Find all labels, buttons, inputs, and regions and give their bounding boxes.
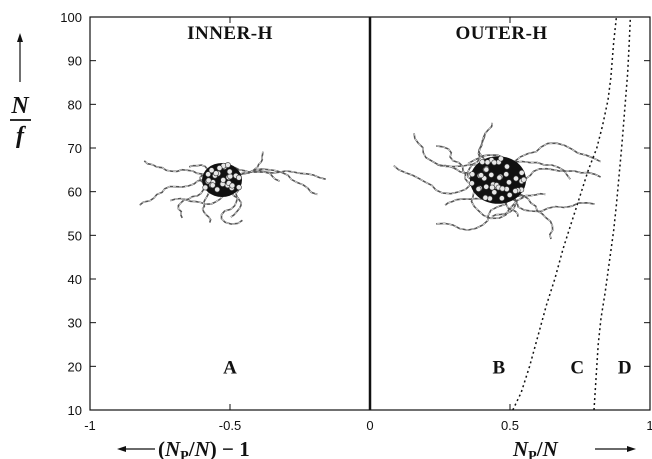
- x-axis-label-left-text: (NP/N) − 1: [158, 437, 250, 459]
- y-tick-label: 30: [68, 316, 82, 331]
- y-tick-label: 90: [68, 54, 82, 69]
- axis-ticks: -1 -0.5 0 0.5 1 10 20 30 40 50 60 70 80 90 100: [60, 10, 652, 433]
- x-axis-label-left: (NP/N) − 1: [117, 437, 250, 459]
- region-title-outer: OUTER-H: [456, 23, 548, 44]
- y-tick-label: 50: [68, 228, 82, 243]
- polymer-illustration-inner: [139, 151, 326, 225]
- y-axis-label-denominator: f: [16, 123, 26, 149]
- y-axis-label: N f: [10, 33, 31, 149]
- region-label-b: B: [492, 357, 505, 378]
- region-label-a: A: [223, 357, 237, 378]
- y-tick-label: 80: [68, 97, 82, 112]
- x-axis-label-right-text: NP/N: [512, 437, 559, 459]
- y-tick-label: 100: [60, 10, 82, 25]
- y-tick-label: 10: [68, 403, 82, 418]
- x-tick-label: -1: [84, 418, 96, 433]
- y-tick-label: 40: [68, 272, 82, 287]
- polymer-illustration-outer: [393, 122, 602, 240]
- x-tick-label: -0.5: [219, 418, 241, 433]
- y-tick-label: 70: [68, 141, 82, 156]
- x-tick-label: 1: [646, 418, 652, 433]
- curves: [512, 16, 632, 411]
- x-tick-label: 0: [366, 418, 373, 433]
- curve-d: [593, 16, 632, 411]
- curve-label-d: D: [618, 357, 632, 378]
- y-tick-label: 60: [68, 185, 82, 200]
- y-axis-label-numerator: N: [10, 93, 30, 119]
- y-tick-label: 20: [68, 359, 82, 374]
- curve-label-c: C: [570, 357, 584, 378]
- x-tick-label: 0.5: [501, 418, 519, 433]
- x-axis-label-right: NP/N: [512, 437, 636, 459]
- x-right-arrowhead: [627, 446, 636, 452]
- curve-c: [512, 16, 618, 411]
- x-left-arrowhead: [117, 446, 126, 452]
- y-axis-arrowhead: [17, 33, 23, 42]
- region-title-inner: INNER-H: [187, 23, 273, 44]
